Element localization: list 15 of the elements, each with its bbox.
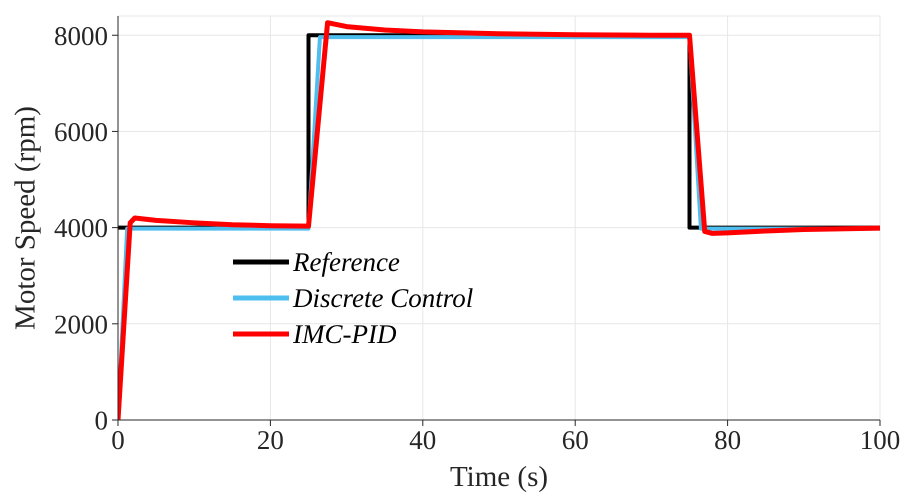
y-axis-title: Motor Speed (rpm)	[9, 106, 42, 330]
y-tick-label: 0	[94, 406, 108, 436]
x-tick-label: 40	[409, 425, 436, 456]
legend-label: Discrete Control	[293, 282, 474, 315]
y-tick-label: 8000	[54, 20, 108, 51]
legend-label: Reference	[293, 246, 400, 279]
x-tick-label: 20	[256, 425, 284, 456]
x-tick-label: 60	[562, 425, 589, 456]
y-tick-label: 4000	[54, 213, 108, 244]
y-tick-label: 2000	[54, 309, 108, 340]
x-tick-label: 80	[714, 425, 742, 456]
legend-label: IMC-PID	[293, 318, 396, 351]
y-tick-label: 6000	[54, 117, 108, 148]
x-tick-label: 100	[860, 425, 900, 456]
x-axis-title: Time (s)	[450, 461, 548, 493]
